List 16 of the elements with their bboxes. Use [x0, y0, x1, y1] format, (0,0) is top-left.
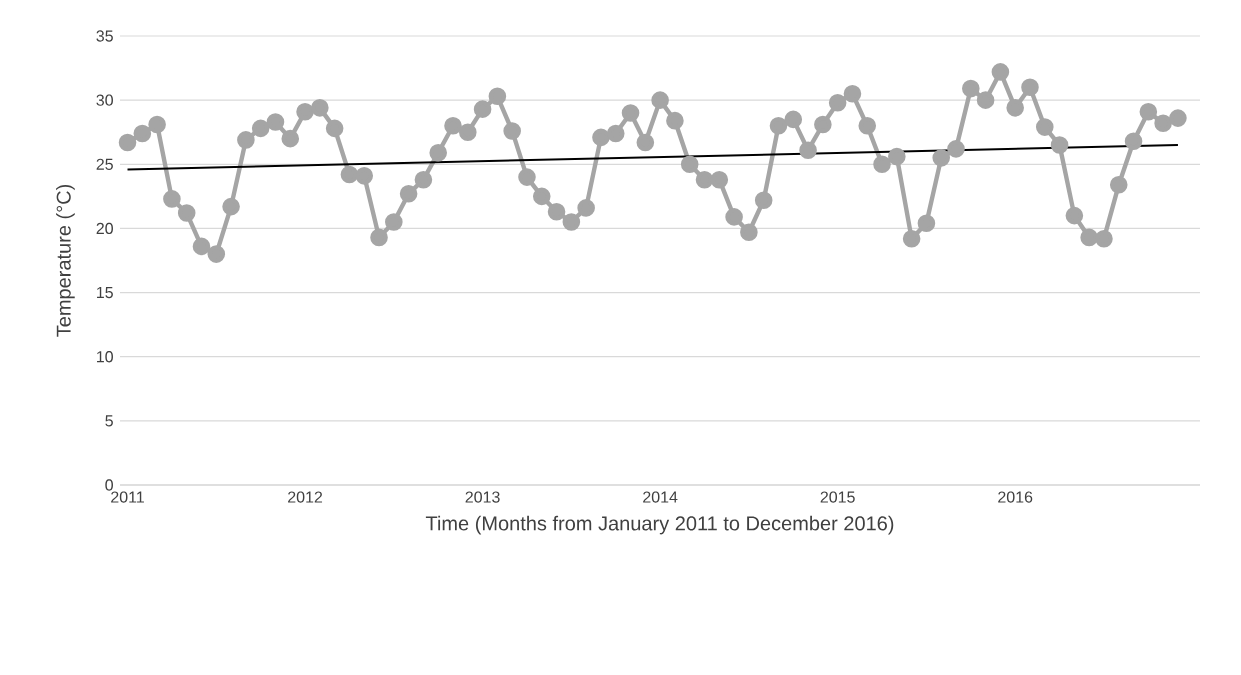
y-tick-label: 0 [105, 479, 113, 491]
y-tick-label: 35 [96, 30, 113, 42]
y-axis-title: Temperature (°C) [56, 184, 75, 337]
y-tick-label: 15 [97, 286, 113, 299]
y-tick-label: 30 [96, 94, 113, 106]
x-tick-label: 2015 [820, 491, 855, 503]
y-tick-label: 20 [96, 222, 113, 235]
x-tick-label: 2016 [998, 491, 1033, 503]
y-tick-label: 5 [105, 415, 113, 427]
x-tick-label: 2013 [465, 491, 500, 503]
x-tick-label: 2011 [111, 491, 144, 503]
x-tick-label: 2014 [643, 491, 678, 503]
y-tick-label: 25 [96, 158, 113, 170]
y-tick-label: 10 [97, 351, 113, 363]
x-tick-label: 2012 [288, 491, 323, 503]
x-axis-title: Time (Months from January 2011 to December 2016) [425, 515, 894, 535]
